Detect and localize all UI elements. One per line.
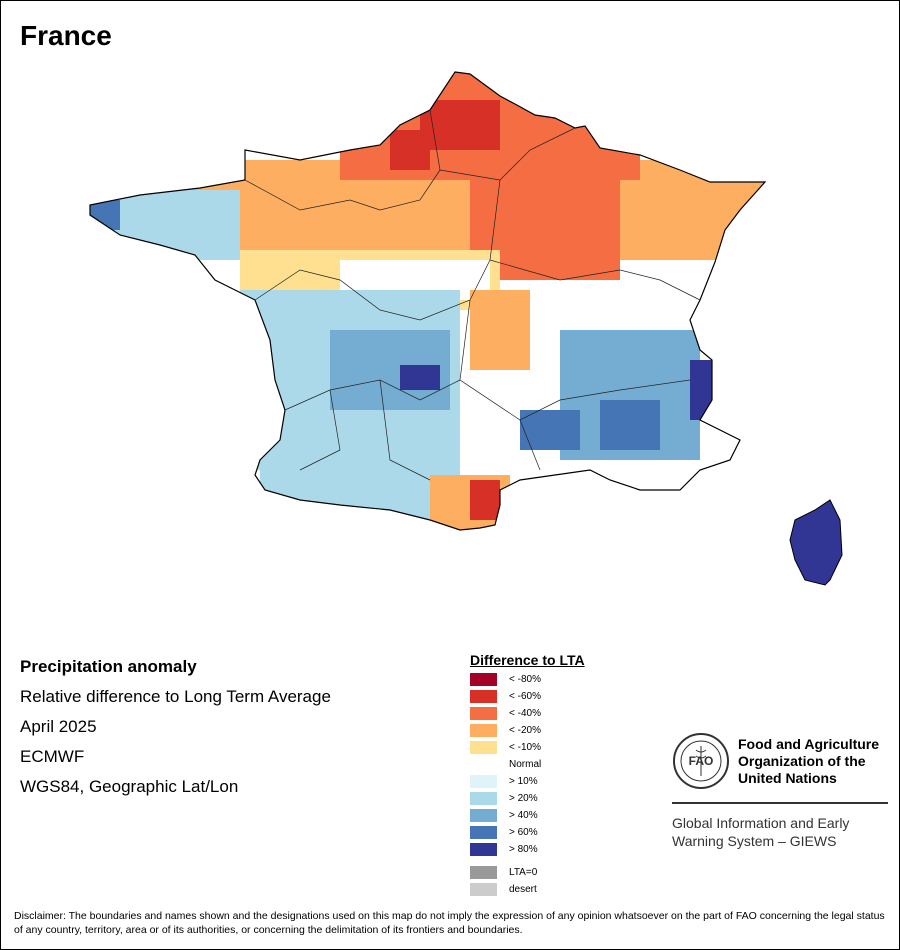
legend-label: < -80% [509,674,541,685]
info-subtitle: Relative difference to Long Term Average [20,687,331,706]
legend-label: > 60% [509,827,538,838]
region-corsica [790,500,842,585]
legend-swatch [470,775,497,788]
info-source: ECMWF [20,747,85,766]
legend-item: < -60% [470,689,585,706]
legend-swatch [470,707,497,720]
region-boundaries [244,109,701,481]
legend-item: < -10% [470,740,585,757]
legend-label: < -20% [509,725,541,736]
map-info: Precipitation anomaly Relative differenc… [20,656,331,806]
map-title: France [20,20,112,51]
info-heading: Precipitation anomaly [20,657,197,676]
info-projection: WGS84, Geographic Lat/Lon [20,777,239,796]
legend-item: > 60% [470,825,585,842]
legend-swatch [470,724,497,737]
legend-swatch [470,826,497,839]
legend-swatch [470,843,497,856]
legend-swatch [470,690,497,703]
org-divider [672,802,888,804]
legend-label: > 20% [509,793,538,804]
france-border [89,71,767,531]
legend-items: < -80% < -60% < -40% < -20% < -10% Normal > 10… [470,672,585,859]
legend-item: > 40% [470,808,585,825]
legend-label: < -60% [509,691,541,702]
legend-swatch [470,792,497,805]
giews-label: Global Information and Early Warning Sys… [672,815,850,849]
legend-title: Difference to LTA [470,652,585,668]
legend-label: desert [509,884,537,895]
legend-item: < -20% [470,723,585,740]
legend-item: > 80% [470,842,585,859]
legend-label: < -40% [509,708,541,719]
legend-item: < -80% [470,672,585,689]
legend-swatch [470,673,497,686]
org-name: Food and Agriculture Organization of the… [738,736,880,786]
legend-item: < -40% [470,706,585,723]
legend-swatch [470,866,497,879]
legend: Difference to LTA < -80% < -60% < -40% < -2… [470,652,585,899]
france-map [89,71,843,586]
legend-item: LTA=0 [470,865,585,882]
legend-label: > 80% [509,844,538,855]
legend-item: > 10% [470,774,585,791]
legend-item: Normal [470,757,585,774]
legend-item: > 20% [470,791,585,808]
legend-swatch [470,809,497,822]
legend-item: desert [470,882,585,899]
legend-label: < -10% [509,742,541,753]
legend-swatch [470,758,497,771]
legend-extra-items: LTA=0 desert [470,865,585,899]
legend-label: > 40% [509,810,538,821]
disclaimer: Disclaimer: The boundaries and names sho… [14,910,885,936]
legend-label: Normal [509,759,542,770]
info-period: April 2025 [20,717,97,736]
fao-emblem-icon: FAO [673,733,729,789]
legend-swatch [470,741,497,754]
legend-label: > 10% [509,776,538,787]
legend-swatch [470,883,497,896]
legend-label: LTA=0 [509,867,538,878]
